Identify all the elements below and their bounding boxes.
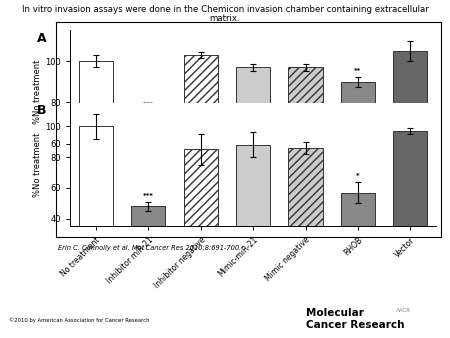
Bar bbox=[131, 207, 165, 281]
Y-axis label: %No treatment: %No treatment bbox=[33, 60, 42, 124]
Text: In vitro invasion assays were done in the Chemicon invasion chamber containing e: In vitro invasion assays were done in th… bbox=[22, 5, 428, 14]
Text: *: * bbox=[356, 173, 360, 179]
Bar bbox=[236, 68, 270, 267]
Text: matrix.: matrix. bbox=[210, 14, 240, 23]
Text: Erin C. Connolly et al. Mol Cancer Res 2010;8:691-700: Erin C. Connolly et al. Mol Cancer Res 2… bbox=[58, 245, 239, 251]
Bar bbox=[288, 68, 323, 267]
Bar bbox=[341, 193, 375, 281]
Bar bbox=[393, 131, 428, 281]
Bar bbox=[393, 51, 428, 267]
Y-axis label: %No treatment: %No treatment bbox=[33, 132, 42, 197]
Text: B: B bbox=[37, 104, 46, 117]
Bar bbox=[184, 55, 218, 267]
Text: **: ** bbox=[354, 68, 361, 74]
Text: AACR: AACR bbox=[396, 308, 411, 313]
Bar bbox=[288, 148, 323, 281]
Text: ***: *** bbox=[143, 101, 154, 107]
Text: ***: *** bbox=[143, 193, 154, 199]
Bar bbox=[236, 145, 270, 281]
Text: Molecular
Cancer Research: Molecular Cancer Research bbox=[306, 308, 405, 330]
Text: A: A bbox=[37, 32, 46, 45]
Bar bbox=[341, 82, 375, 267]
Bar bbox=[184, 149, 218, 281]
Bar bbox=[79, 126, 113, 281]
Bar bbox=[79, 61, 113, 267]
Text: ©2010 by American Association for Cancer Research: ©2010 by American Association for Cancer… bbox=[9, 317, 149, 323]
Bar bbox=[131, 121, 165, 267]
